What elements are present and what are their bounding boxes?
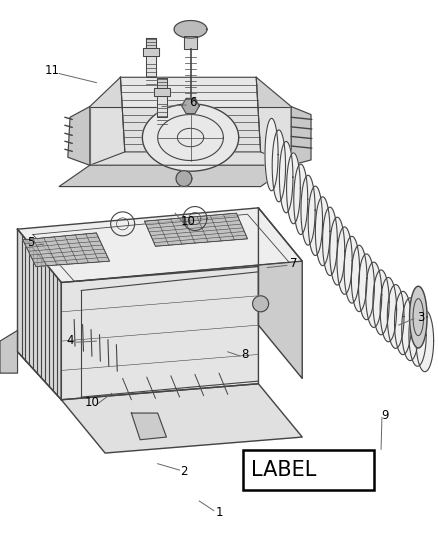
Text: 10: 10 xyxy=(85,396,99,409)
Polygon shape xyxy=(120,77,261,152)
Polygon shape xyxy=(68,107,90,165)
Polygon shape xyxy=(308,186,322,255)
Text: 10: 10 xyxy=(181,215,196,228)
Polygon shape xyxy=(90,107,291,165)
Polygon shape xyxy=(258,208,302,378)
Polygon shape xyxy=(380,278,396,342)
Polygon shape xyxy=(366,262,382,327)
Polygon shape xyxy=(373,270,389,335)
Polygon shape xyxy=(344,236,360,303)
Text: 1: 1 xyxy=(215,506,223,519)
Polygon shape xyxy=(330,217,345,285)
Text: 9: 9 xyxy=(381,409,389,422)
Polygon shape xyxy=(59,165,291,187)
Polygon shape xyxy=(143,47,159,55)
Polygon shape xyxy=(315,197,330,265)
Polygon shape xyxy=(359,254,374,320)
Text: 8: 8 xyxy=(242,348,249,361)
Polygon shape xyxy=(174,21,207,38)
Polygon shape xyxy=(395,292,411,354)
Polygon shape xyxy=(322,207,337,276)
Polygon shape xyxy=(61,384,302,453)
Polygon shape xyxy=(182,99,199,114)
Polygon shape xyxy=(387,285,404,349)
Polygon shape xyxy=(145,213,247,246)
Polygon shape xyxy=(90,77,125,165)
Polygon shape xyxy=(176,171,192,187)
Text: 3: 3 xyxy=(417,311,424,324)
Polygon shape xyxy=(146,38,156,47)
Text: LABEL: LABEL xyxy=(251,461,317,480)
Polygon shape xyxy=(154,87,170,95)
Text: 7: 7 xyxy=(290,257,297,270)
Polygon shape xyxy=(157,78,167,87)
Polygon shape xyxy=(157,95,167,117)
Text: 2: 2 xyxy=(180,465,188,478)
Polygon shape xyxy=(301,175,315,245)
Polygon shape xyxy=(291,107,311,165)
Polygon shape xyxy=(184,36,197,49)
Polygon shape xyxy=(0,330,18,373)
Polygon shape xyxy=(410,286,427,348)
Polygon shape xyxy=(253,296,268,312)
Polygon shape xyxy=(256,77,291,165)
Polygon shape xyxy=(402,298,419,361)
Polygon shape xyxy=(286,153,300,224)
Text: 4: 4 xyxy=(66,334,74,346)
Text: 11: 11 xyxy=(45,64,60,77)
Polygon shape xyxy=(294,164,308,235)
Text: 6: 6 xyxy=(189,96,197,109)
Polygon shape xyxy=(23,233,110,266)
Polygon shape xyxy=(61,266,258,400)
Polygon shape xyxy=(272,130,286,202)
Bar xyxy=(243,450,374,490)
Polygon shape xyxy=(146,55,156,77)
Polygon shape xyxy=(18,229,61,400)
Polygon shape xyxy=(265,118,278,191)
Polygon shape xyxy=(409,304,426,366)
Polygon shape xyxy=(18,208,302,282)
Text: 5: 5 xyxy=(27,236,34,249)
Polygon shape xyxy=(279,141,293,213)
Polygon shape xyxy=(337,227,352,294)
Polygon shape xyxy=(416,310,434,372)
Polygon shape xyxy=(351,245,367,312)
Polygon shape xyxy=(142,104,239,171)
Polygon shape xyxy=(131,413,166,440)
